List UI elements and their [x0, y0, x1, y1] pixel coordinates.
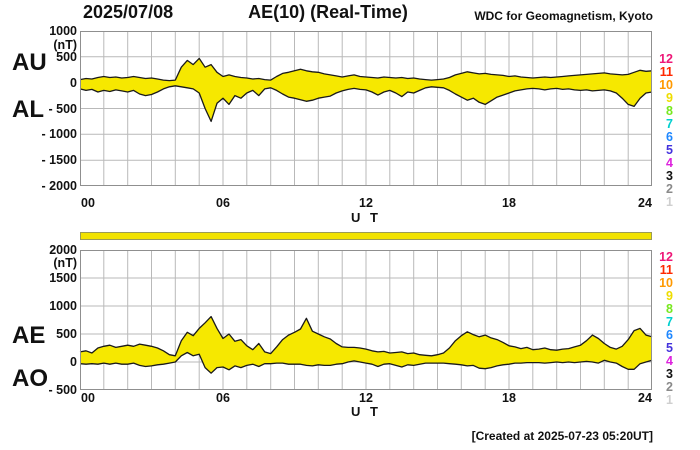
hour-color-label: 7	[666, 315, 673, 329]
page-title: AE(10) (Real-Time)	[248, 2, 408, 22]
ytick-label: 1000	[49, 299, 77, 313]
ao-axis-label: AO	[12, 365, 48, 392]
xtick-label: 12	[359, 391, 373, 405]
xtick-label: 24	[638, 391, 652, 405]
hour-color-label: 5	[666, 341, 673, 355]
ytick-label: - 500	[48, 101, 78, 116]
hour-color-label: 1	[666, 195, 673, 209]
hour-color-label: 3	[666, 169, 673, 183]
data-source-label: WDC for Geomagnetism, Kyoto	[474, 9, 653, 23]
xtick-label: 12	[359, 196, 373, 210]
hour-color-label: 6	[666, 328, 673, 342]
hour-color-label: 11	[659, 263, 673, 277]
ytick-label: 0	[70, 75, 77, 90]
xtick-label: 00	[81, 391, 95, 405]
xtick-label: 06	[216, 391, 230, 405]
xtick-label: 06	[216, 196, 230, 210]
ytick-label: 500	[56, 49, 77, 64]
hour-color-label: 2	[666, 182, 673, 196]
hour-color-label: 3	[666, 367, 673, 381]
xtick-label: 18	[502, 196, 516, 210]
hour-color-label: 11	[659, 65, 673, 79]
hour-color-label: 4	[666, 354, 673, 368]
unit-label-top: (nT)	[53, 38, 77, 52]
hour-color-label: 9	[666, 91, 673, 105]
xtick-label: 18	[502, 391, 516, 405]
ut-label-bottom: U T	[351, 404, 381, 419]
xtick-label: 00	[81, 196, 95, 210]
ytick-label: 1500	[49, 271, 77, 285]
ytick-label: - 1000	[41, 127, 77, 142]
hour-color-label: 5	[666, 143, 673, 157]
ytick-label: 1000	[49, 24, 77, 38]
hour-color-label: 8	[666, 302, 673, 316]
created-timestamp: [Created at 2025-07-23 05:20UT]	[471, 429, 653, 443]
hour-color-label: 12	[659, 250, 673, 264]
au-axis-label: AU	[12, 49, 47, 76]
hour-color-label: 12	[659, 52, 673, 66]
hour-color-label: 10	[659, 276, 673, 290]
plot-date: 2025/07/08	[83, 2, 174, 22]
unit-label-bottom: (nT)	[53, 256, 77, 270]
hour-color-label: 10	[659, 78, 673, 92]
ytick-label: 2000	[49, 243, 77, 257]
ut-label-top: U T	[351, 210, 381, 225]
al-axis-label: AL	[12, 96, 44, 123]
ytick-label: - 1500	[41, 153, 77, 168]
hour-color-label: 7	[666, 117, 673, 131]
ytick-label: 500	[56, 327, 77, 341]
ytick-label: - 2000	[41, 179, 77, 193]
ae-ao-chart	[79, 250, 653, 390]
data-availability-bar	[80, 232, 652, 240]
hour-color-label: 8	[666, 104, 673, 118]
au-al-chart	[79, 31, 653, 186]
ytick-label: 0	[70, 355, 77, 369]
hour-color-label: 9	[666, 289, 673, 303]
hour-color-label: 2	[666, 380, 673, 394]
hour-color-label: 4	[666, 156, 673, 170]
ytick-label: - 500	[48, 383, 78, 397]
xtick-label: 24	[638, 196, 652, 210]
hour-color-label: 1	[666, 393, 673, 407]
hour-color-label: 6	[666, 130, 673, 144]
ae-axis-label: AE	[12, 322, 46, 349]
